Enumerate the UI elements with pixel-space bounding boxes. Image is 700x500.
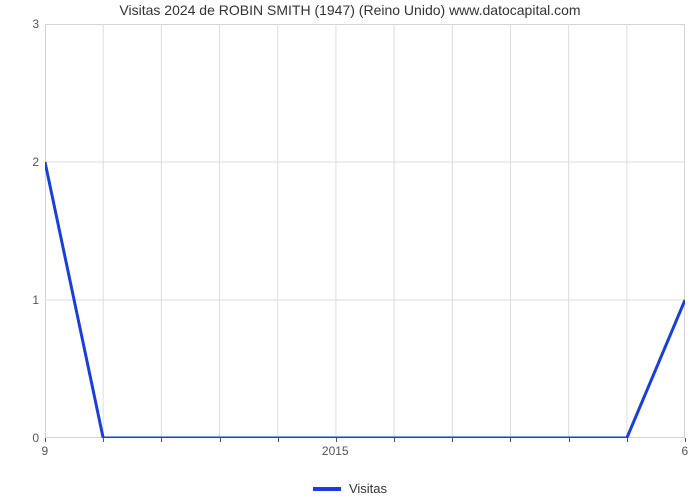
x-tick-mark [510,438,511,442]
y-tick-label: 3 [32,17,39,31]
chart-plot [45,24,685,438]
chart-container: Visitas 2024 de ROBIN SMITH (1947) (Rein… [0,0,700,500]
x-tick-mark [452,438,453,442]
x-tick-mark [685,438,686,442]
x-tick-mark [103,438,104,442]
x-tick-mark [220,438,221,442]
y-tick-label: 2 [32,155,39,169]
chart-legend: Visitas [0,478,700,497]
x-tick-mark [569,438,570,442]
x-tick-mark [161,438,162,442]
x-tick-mark [336,438,337,442]
x-tick-mark [627,438,628,442]
x-tick-mark [278,438,279,442]
legend-swatch [313,487,341,491]
x-tick-label: 2015 [322,444,349,458]
x-tick-label: 6 [682,444,689,458]
x-tick-mark [45,438,46,442]
x-tick-label: 9 [42,444,49,458]
legend-label: Visitas [349,481,387,496]
y-tick-label: 1 [32,293,39,307]
chart-title: Visitas 2024 de ROBIN SMITH (1947) (Rein… [0,2,700,18]
legend-item-visitas: Visitas [313,481,387,496]
y-tick-label: 0 [32,431,39,445]
x-tick-mark [394,438,395,442]
